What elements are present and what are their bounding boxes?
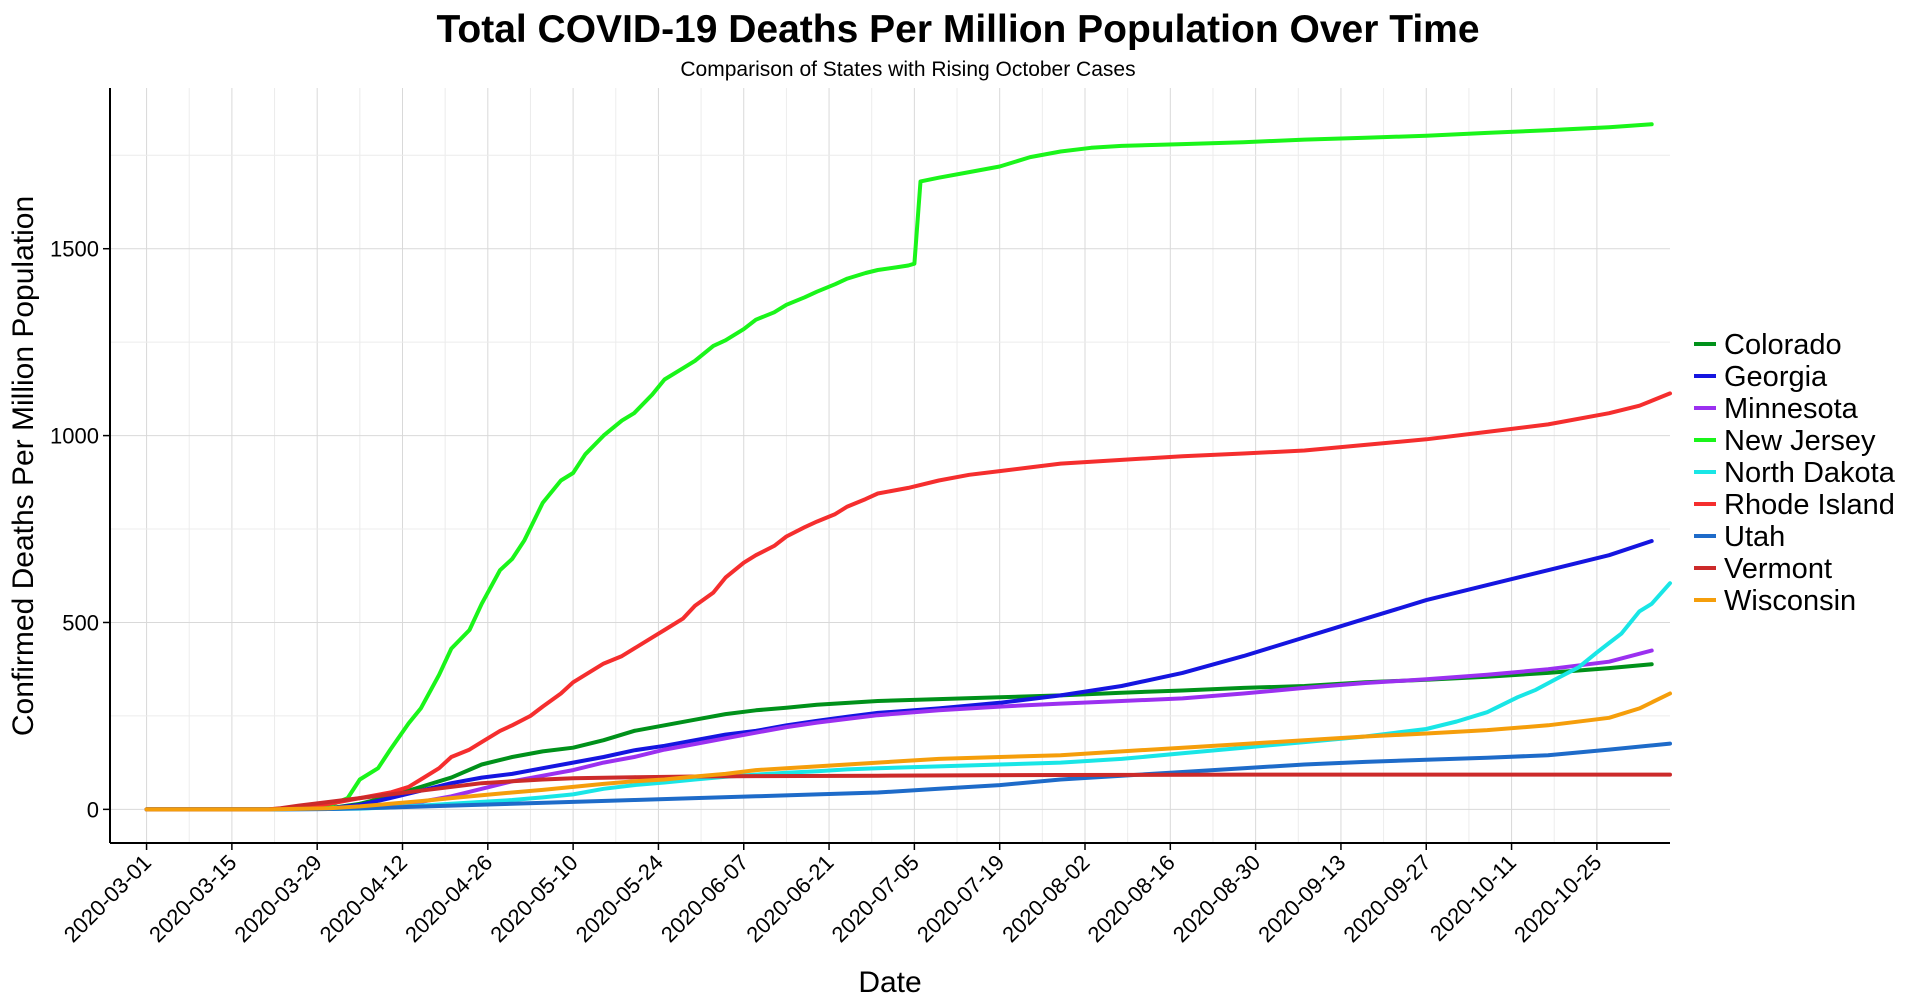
x-axis-ticks: 2020-03-012020-03-152020-03-292020-04-12… [59, 843, 1606, 947]
legend-label: Wisconsin [1724, 585, 1856, 617]
series-line-vermont [144, 772, 1672, 812]
x-tick-label: 2020-04-26 [400, 850, 497, 947]
x-axis-title: Date [858, 966, 921, 999]
data-series [144, 122, 1672, 812]
y-tick-label: 500 [62, 610, 99, 635]
x-tick-label: 2020-07-19 [912, 850, 1009, 947]
legend-label: Minnesota [1724, 393, 1859, 425]
x-tick-label: 2020-05-10 [485, 850, 582, 947]
legend-label: Utah [1724, 521, 1785, 553]
x-tick-label: 2020-10-25 [1509, 850, 1606, 947]
y-axis-ticks: 0 500 1000 1500 [50, 237, 110, 822]
series-line-new-jersey [144, 122, 1654, 812]
x-tick-label: 2020-08-16 [1083, 850, 1180, 947]
y-axis-title: Confirmed Deaths Per Million Population [7, 196, 40, 736]
legend-label: Georgia [1724, 361, 1828, 393]
y-tick-label: 0 [87, 797, 99, 822]
legend-label: Vermont [1724, 553, 1832, 585]
series-line-north-dakota [144, 581, 1672, 812]
x-tick-label: 2020-03-29 [229, 850, 326, 947]
x-tick-label: 2020-10-11 [1425, 850, 1521, 946]
x-tick-label: 2020-05-24 [571, 850, 668, 947]
x-tick-label: 2020-07-05 [827, 850, 924, 947]
x-tick-label: 2020-04-12 [315, 850, 412, 947]
grid-lines [110, 88, 1670, 843]
x-tick-label: 2020-03-15 [144, 850, 241, 947]
x-tick-label: 2020-03-01 [59, 850, 156, 947]
legend-label: Rhode Island [1724, 489, 1895, 521]
legend-label: Colorado [1724, 329, 1842, 361]
y-tick-label: 1000 [50, 424, 99, 449]
series-line-utah [144, 741, 1672, 812]
x-tick-label: 2020-09-27 [1339, 850, 1436, 947]
chart-subtitle: Comparison of States with Rising October… [680, 58, 1135, 81]
y-tick-label: 1500 [50, 237, 99, 262]
series-line-rhode-island [144, 391, 1672, 812]
chart-title: Total COVID-19 Deaths Per Million Popula… [436, 8, 1479, 51]
legend-label: New Jersey [1724, 425, 1876, 457]
x-tick-label: 2020-06-21 [741, 850, 838, 947]
axes [109, 88, 1670, 844]
x-tick-label: 2020-08-30 [1168, 850, 1265, 947]
x-tick-label: 2020-08-02 [997, 850, 1094, 947]
x-tick-label: 2020-09-13 [1253, 850, 1350, 947]
series-line-wisconsin [144, 691, 1672, 812]
legend-label: North Dakota [1724, 457, 1896, 489]
x-tick-label: 2020-06-07 [656, 850, 753, 947]
